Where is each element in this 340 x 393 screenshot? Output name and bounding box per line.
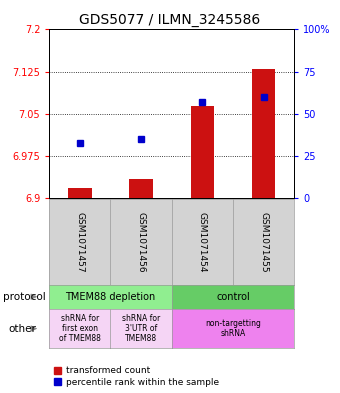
Text: shRNA for
first exon
of TMEM88: shRNA for first exon of TMEM88 [59,314,101,343]
Text: GDS5077 / ILMN_3245586: GDS5077 / ILMN_3245586 [79,13,261,27]
Bar [191,105,214,198]
Text: TMEM88 depletion: TMEM88 depletion [65,292,156,302]
Text: control: control [216,292,250,302]
Text: shRNA for
3'UTR of
TMEM88: shRNA for 3'UTR of TMEM88 [122,314,160,343]
Text: other: other [8,323,36,334]
Legend: transformed count, percentile rank within the sample: transformed count, percentile rank withi… [54,366,219,387]
Bar [68,188,91,198]
Text: GSM1071456: GSM1071456 [137,212,146,272]
Text: GSM1071457: GSM1071457 [75,212,84,272]
Bar [130,179,153,198]
Text: protocol: protocol [3,292,46,302]
Text: non-targetting
shRNA: non-targetting shRNA [205,319,261,338]
Bar [252,69,275,198]
Text: GSM1071454: GSM1071454 [198,212,207,272]
Text: GSM1071455: GSM1071455 [259,212,268,272]
